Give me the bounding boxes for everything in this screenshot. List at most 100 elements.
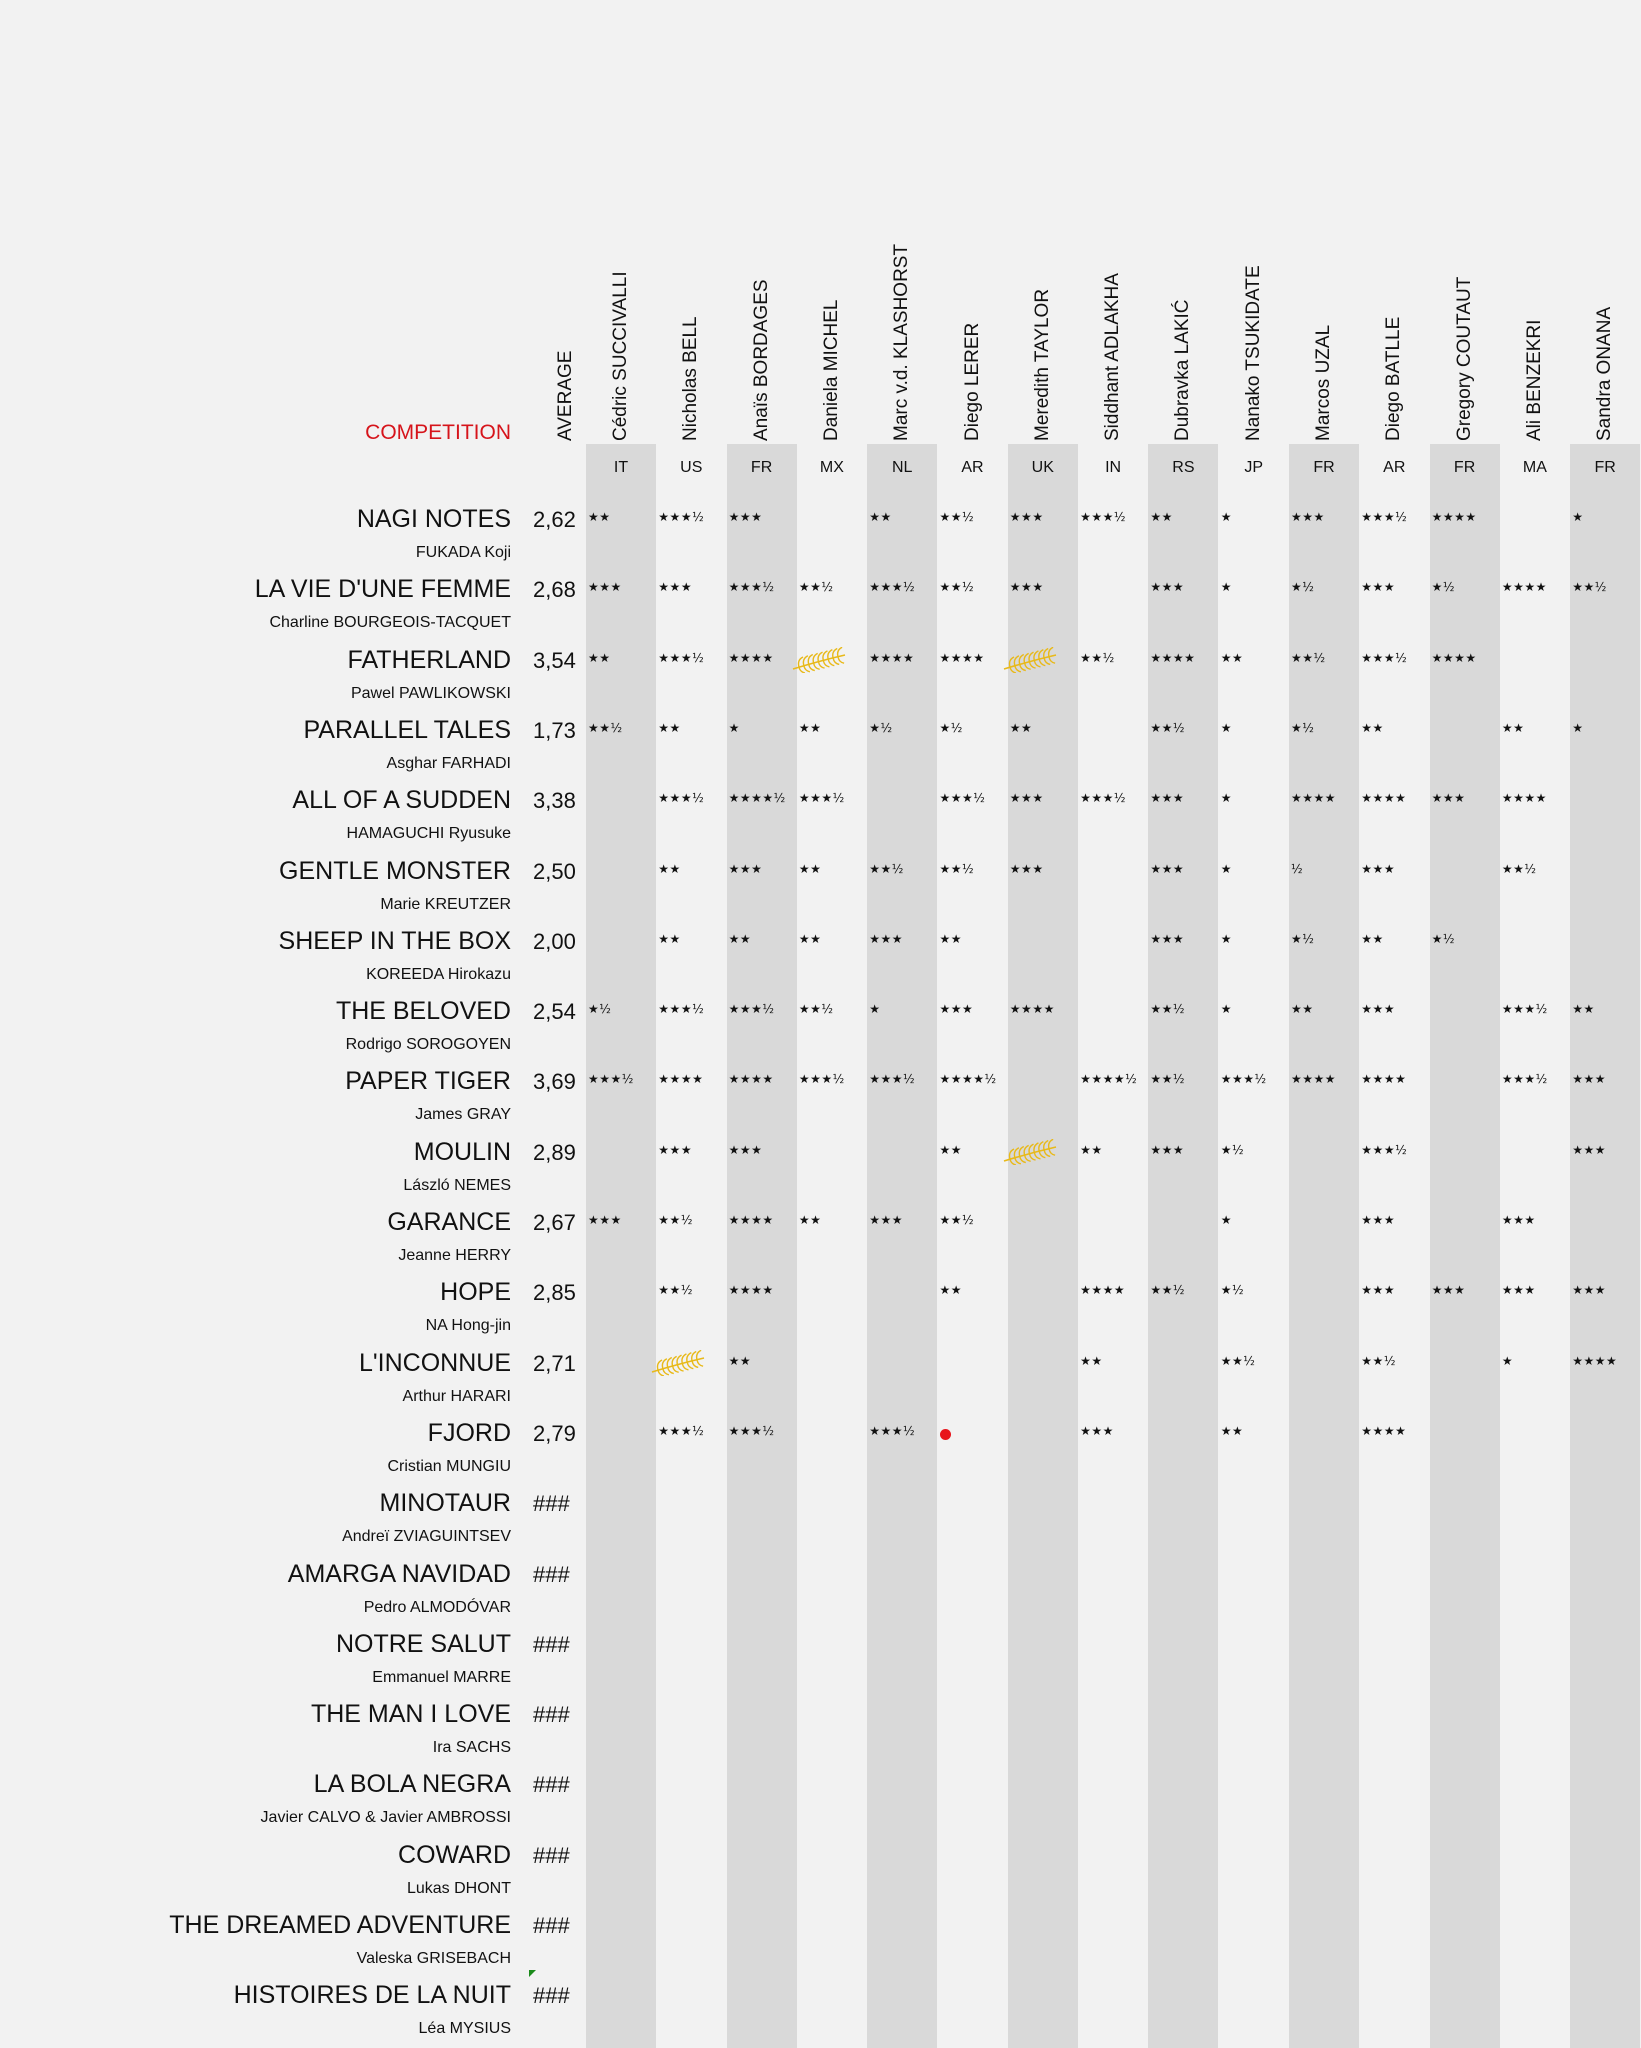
red-dot-icon — [939, 1428, 951, 1440]
film-title: MOULIN — [413, 1137, 511, 1166]
critic-name-header: Meredith TAYLOR — [1031, 288, 1053, 441]
critic-name-header: Cédric SUCCIVALLI — [610, 271, 631, 441]
critic-column-band — [1148, 444, 1219, 2048]
rating-stars: ★★ — [798, 931, 822, 946]
rating-stars: ★★★ — [588, 580, 622, 595]
critic-name-header: Diego LERER — [961, 322, 983, 441]
rating-stars: ★★ — [1501, 720, 1525, 735]
rating-stars: ★★★★½ — [939, 1072, 997, 1087]
rating-stars: ★★★½ — [588, 1072, 634, 1087]
rating-stars: ★★★½ — [1501, 1002, 1548, 1017]
rating-stars: ★★★★½ — [728, 791, 786, 806]
critic-column-band — [1429, 444, 1500, 2048]
rating-stars: ★★★½ — [939, 791, 986, 806]
rating-stars: ★★ — [869, 510, 892, 524]
film-title: THE BELOVED — [335, 997, 511, 1026]
film-average: ### — [533, 1842, 570, 1868]
rating-stars: ★★★ — [1361, 1213, 1396, 1227]
film-average: ### — [533, 1772, 570, 1798]
rating-stars: ★★★★ — [1501, 580, 1547, 595]
rating-stars: ★ — [1572, 510, 1584, 524]
critic-column-band — [1289, 444, 1359, 2048]
critic-country: FR — [1453, 459, 1476, 476]
rating-stars: ★★★ — [1009, 861, 1044, 876]
rating-stars: ★★ — [588, 650, 611, 665]
palme-icon — [789, 646, 849, 674]
rating-stars: ★★★½ — [728, 1423, 775, 1438]
film-average: ### — [533, 1491, 570, 1517]
rating-stars: ★★ — [728, 1353, 752, 1368]
rating-stars: ★★★ — [869, 1213, 903, 1227]
rating-stars: ★★★½ — [658, 1423, 705, 1438]
rating-stars: ★★★★½ — [1080, 1072, 1138, 1087]
rating-stars: ★★★½ — [798, 791, 845, 806]
critic-name-header: Marcos UZAL — [1313, 324, 1334, 441]
film-director: Cristian MUNGIU — [387, 1457, 511, 1475]
rating-stars: ★★★ — [1150, 931, 1185, 946]
critic-name-header: Marc v.d. KLASHORST — [891, 243, 913, 441]
rating-stars: ★½ — [1431, 931, 1455, 946]
critic-country: AR — [961, 459, 984, 476]
film-average: 2,67 — [533, 1210, 576, 1235]
rating-stars: ★★★★ — [1501, 791, 1547, 806]
film-title: FJORD — [427, 1418, 511, 1447]
rating-stars: ★★★★ — [1291, 791, 1337, 806]
rating-stars: ★★★ — [1150, 1142, 1185, 1157]
critic-name-header: Diego BATLLE — [1383, 316, 1405, 441]
film-title: COWARD — [398, 1840, 511, 1869]
critic-column-band — [586, 444, 656, 2048]
film-director: Marie KREUTZER — [380, 895, 511, 913]
film-director: FUKADA Koji — [415, 544, 511, 561]
critic-country: MA — [1522, 459, 1547, 476]
film-title: NOTRE SALUT — [335, 1629, 511, 1658]
critic-column-band — [726, 444, 797, 2048]
rating-stars: ★★½ — [658, 1283, 693, 1298]
rating-stars: ★★½ — [1361, 1353, 1396, 1368]
rating-stars: ★★★½ — [1080, 791, 1126, 806]
rating-stars: ★★★ — [1361, 1283, 1396, 1298]
critic-country: MX — [819, 459, 844, 476]
film-average: 3,54 — [533, 647, 576, 673]
critic-country: FR — [1594, 459, 1616, 476]
rating-stars: ★★★½ — [728, 580, 775, 595]
rating-stars: ★★★★ — [1361, 1072, 1407, 1087]
rating-stars: ★½ — [939, 720, 963, 735]
film-average: 2,00 — [533, 928, 576, 954]
film-average: ### — [533, 1913, 570, 1938]
rating-stars: ★★ — [939, 1142, 963, 1157]
rating-stars: ★★★½ — [798, 1072, 845, 1087]
film-director: Charline BOURGEOIS-TACQUET — [269, 614, 511, 632]
film-average: ### — [533, 1983, 570, 2009]
rating-stars: ★★★★ — [728, 1072, 774, 1087]
rating-stars: ★ — [1572, 720, 1584, 735]
rating-stars: ★★ — [1361, 931, 1384, 946]
rating-stars: ★★½ — [1291, 650, 1326, 665]
rating-stars: ★★ — [1080, 1142, 1103, 1157]
competition-label: COMPETITION — [365, 421, 511, 444]
rating-stars: ★★★ — [1291, 510, 1325, 524]
rating-stars: ★★ — [1220, 1423, 1244, 1438]
rating-stars: ★★★★ — [1080, 1283, 1126, 1298]
rating-stars: ★ — [1220, 720, 1232, 735]
rating-stars: ★★★ — [728, 1142, 763, 1157]
rating-stars: ★★½ — [939, 580, 975, 595]
rating-stars: ★★★★ — [1431, 650, 1477, 665]
critic-name-header: Nicholas BELL — [680, 316, 702, 441]
film-average: 3,38 — [533, 788, 576, 814]
film-director: László NEMES — [403, 1176, 511, 1194]
rating-stars: ★★ — [658, 861, 681, 876]
rating-stars: ★ — [728, 720, 740, 735]
rating-stars: ★★★★ — [1361, 791, 1407, 806]
film-director: Pedro ALMODÓVAR — [363, 1598, 511, 1616]
critic-name-header: Sandra ONANA — [1594, 306, 1616, 441]
rating-stars: ★★ — [1080, 1353, 1103, 1368]
film-director: Lukas DHONT — [406, 1879, 511, 1897]
rating-stars: ★★ — [1150, 510, 1173, 524]
rating-stars: ★★★ — [1501, 1213, 1536, 1227]
film-average: ### — [533, 1561, 570, 1587]
rating-stars: ★★★★ — [1361, 1423, 1407, 1438]
rating-stars: ★★★ — [728, 861, 763, 876]
rating-stars: ★★★ — [588, 1213, 622, 1227]
rating-stars: ★★ — [798, 1213, 822, 1227]
rating-stars: ★★★½ — [1080, 510, 1126, 524]
